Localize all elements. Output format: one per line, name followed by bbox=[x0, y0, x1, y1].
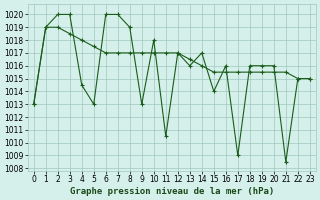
X-axis label: Graphe pression niveau de la mer (hPa): Graphe pression niveau de la mer (hPa) bbox=[70, 187, 274, 196]
